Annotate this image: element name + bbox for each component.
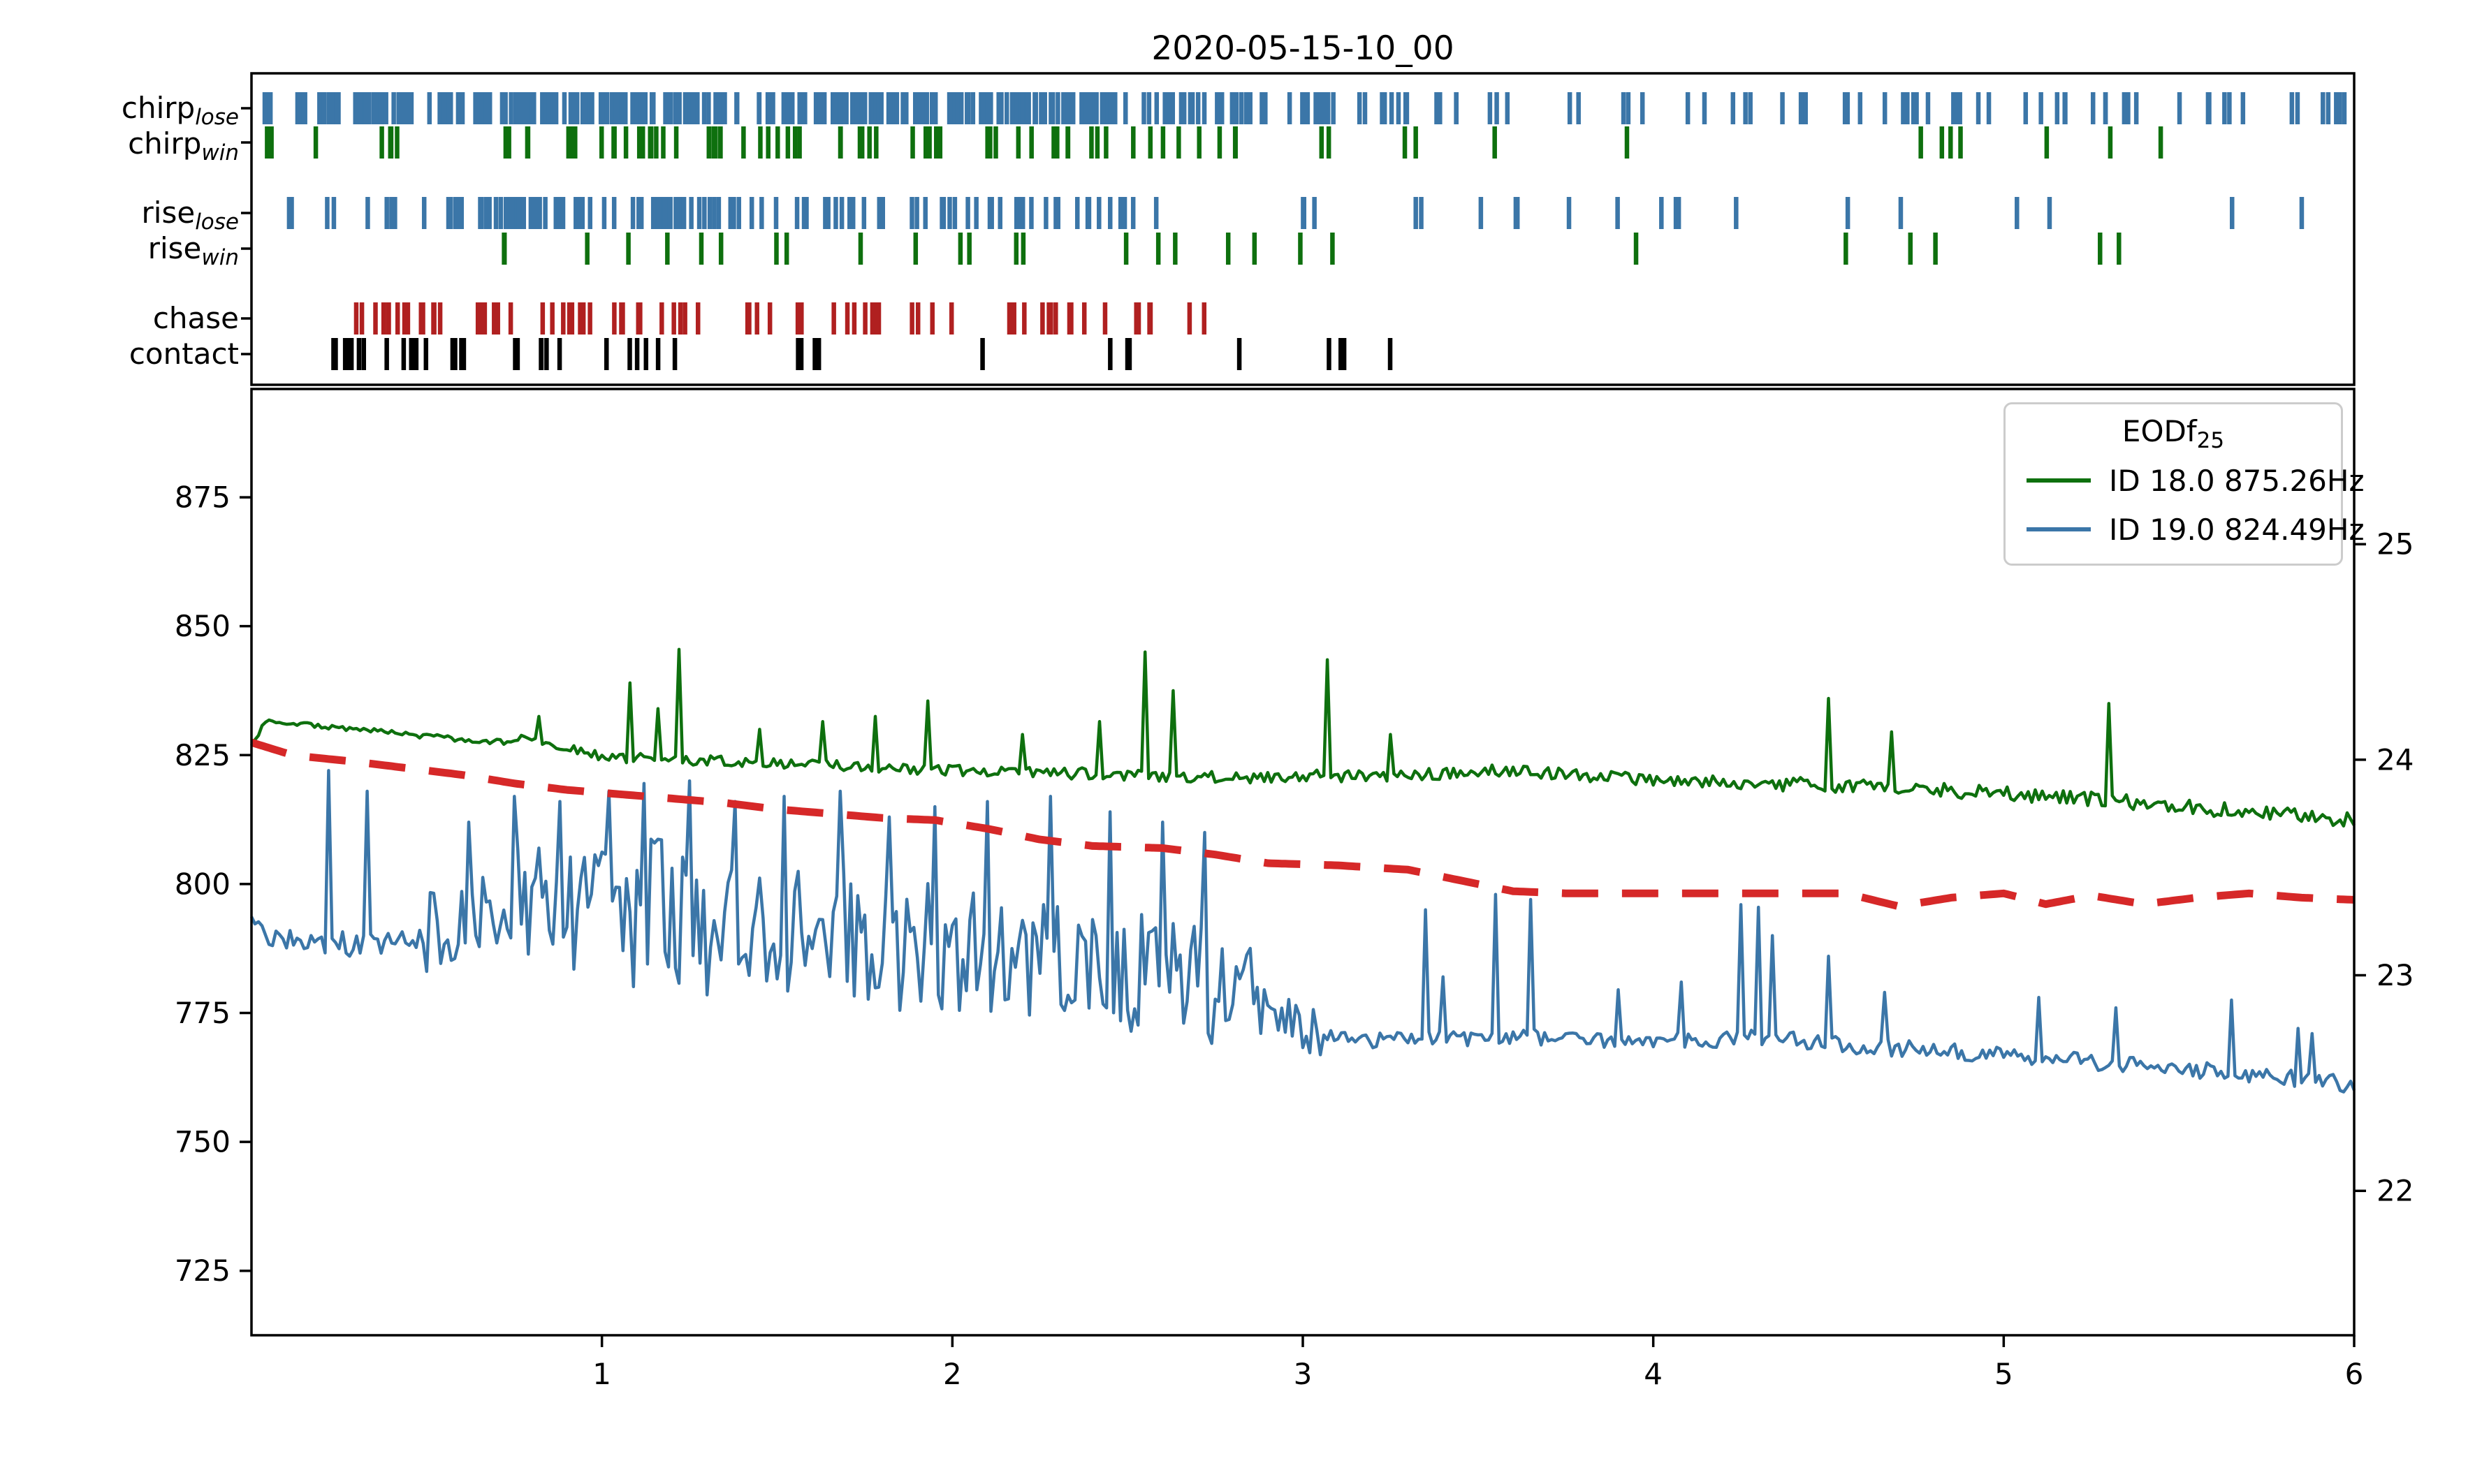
x-tick-label: 1 <box>592 1357 611 1391</box>
x-tick-label: 6 <box>2345 1357 2364 1391</box>
row-label-text: chirp <box>121 91 196 125</box>
legend-entry-label: ID 19.0 824.49Hz <box>2109 512 2365 547</box>
legend-title-text: EODf <box>2122 414 2197 448</box>
row-label-subscript: lose <box>195 105 239 130</box>
row-label-text: chase <box>152 301 239 335</box>
raster-row-rise-win <box>502 233 2122 265</box>
row-label-text: chirp <box>128 126 202 161</box>
legend-title: EODf25 <box>2006 410 2341 456</box>
row-label-contact: contact <box>0 333 239 375</box>
x-tick-label: 5 <box>1994 1357 2013 1391</box>
left-tick-label: 775 <box>175 996 231 1030</box>
series-blue-eodf <box>249 769 2356 1094</box>
row-label-chirp-lose: chirplose <box>0 87 239 132</box>
row-label-subscript: win <box>201 245 239 270</box>
row-label-chase: chase <box>0 297 239 339</box>
right-tick-label: 23 <box>2377 958 2414 992</box>
legend-title-subscript: 25 <box>2196 428 2225 453</box>
legend-entry-id19: ID 19.0 824.49Hz <box>2006 505 2365 554</box>
series-temperature-dashed <box>250 738 2355 911</box>
legend-line-green <box>2027 478 2091 483</box>
raster-panel <box>262 92 2347 370</box>
x-tick-label: 4 <box>1644 1357 1663 1391</box>
right-tick-label: 25 <box>2377 527 2414 561</box>
left-tick-label: 725 <box>175 1254 231 1288</box>
legend-entry-label: ID 18.0 875.26Hz <box>2109 463 2365 498</box>
x-tick-label: 3 <box>1294 1357 1313 1391</box>
left-tick-label: 800 <box>175 867 231 901</box>
right-tick-label: 24 <box>2377 742 2414 777</box>
left-tick-label: 875 <box>175 480 231 515</box>
row-label-text: contact <box>129 337 239 371</box>
raster-row-rise-lose <box>286 197 2305 229</box>
row-label-subscript: lose <box>195 210 239 235</box>
left-tick-label: 850 <box>175 609 231 643</box>
row-label-rise-lose: riselose <box>0 192 239 237</box>
right-tick-label: 22 <box>2377 1174 2414 1208</box>
legend-line-blue <box>2027 527 2091 531</box>
legend-entry-id18: ID 18.0 875.26Hz <box>2006 456 2365 505</box>
legend: EODf25 ID 18.0 875.26Hz ID 19.0 824.49Hz <box>2003 402 2365 566</box>
raster-row-chirp-lose <box>262 92 2347 124</box>
series-green-eodf <box>250 647 2356 828</box>
raster-row-contact <box>331 338 1393 370</box>
line-panel <box>249 647 2356 1094</box>
raster-row-chirp-win <box>265 126 2163 159</box>
row-label-rise-win: risewin <box>0 228 239 272</box>
row-label-subscript: win <box>201 140 239 166</box>
left-tick-label: 825 <box>175 738 231 772</box>
raster-row-chase <box>353 302 1207 335</box>
figure-title: 2020-05-15-10_00 <box>1151 29 1454 68</box>
x-tick-label: 2 <box>943 1357 962 1391</box>
left-tick-label: 750 <box>175 1125 231 1159</box>
row-label-text: rise <box>147 231 202 265</box>
raster-panel-border <box>250 72 2356 386</box>
row-label-chirp-win: chirpwin <box>0 123 239 168</box>
row-label-text: rise <box>141 196 196 230</box>
